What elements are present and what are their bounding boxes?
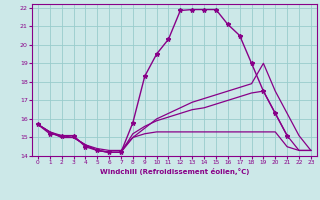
X-axis label: Windchill (Refroidissement éolien,°C): Windchill (Refroidissement éolien,°C) — [100, 168, 249, 175]
